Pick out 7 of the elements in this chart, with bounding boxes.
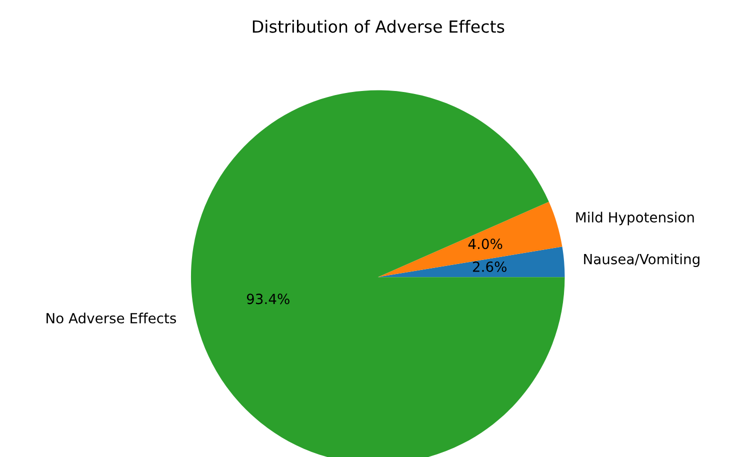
data-label: 2.6% [472, 261, 506, 272]
chart-title: Distribution of Adverse Effects [252, 20, 504, 33]
data-label: 4.0% [468, 238, 502, 250]
slice-label: No Adverse Effects [46, 312, 176, 324]
data-label: 93.4% [246, 294, 290, 304]
slice-label: Nausea/Vomiting [584, 254, 700, 268]
slice-label: Mild Hypotension [576, 212, 694, 226]
